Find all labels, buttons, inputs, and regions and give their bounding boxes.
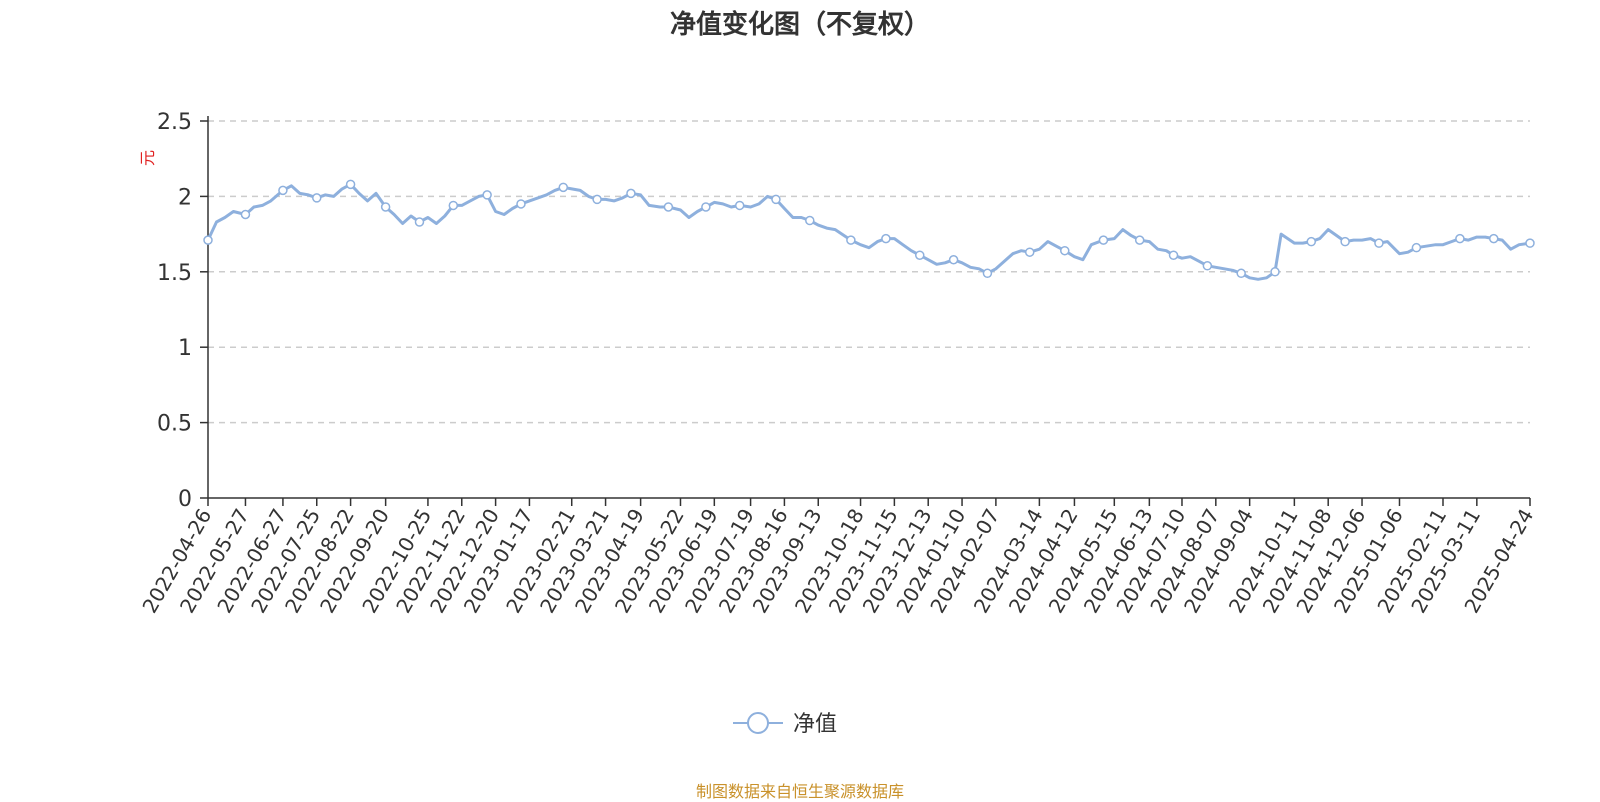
data-point [1340,236,1350,247]
data-point [1270,267,1280,277]
data-point [1488,233,1499,244]
series-line [206,182,1531,281]
data-point [1134,235,1145,245]
data-point [734,200,745,211]
data-point [1525,238,1535,248]
data-point [948,254,959,265]
data-point [203,235,213,245]
data-point [1455,233,1465,244]
data-point [558,182,569,193]
axes [200,116,1531,506]
data-point [592,194,602,205]
data-point [1236,268,1246,279]
y-tick-label: 1.5 [157,261,192,286]
data-point [312,193,322,203]
legend-label: 净值 [793,712,837,737]
data-point [881,233,891,244]
data-point [663,202,674,212]
data-point [380,202,391,212]
data-point [414,217,425,227]
y-tick-label: 2 [178,185,192,210]
y-tick-label: 0 [178,487,192,512]
data-point [482,190,492,200]
data-point [1202,261,1213,271]
data-point [701,202,711,212]
chart-title: 净值变化图（不复权） [669,10,930,40]
data-point [1098,235,1109,245]
y-tick-labels: 0 0.5 1 1.5 2 2.5 [157,110,192,512]
y-axis-unit-label: 元 [138,150,157,166]
data-point [1374,238,1384,248]
y-tick-label: 1 [178,336,192,361]
data-point [1306,236,1317,247]
grid-lines [208,120,1530,424]
data-point [448,200,459,211]
data-point [240,209,251,220]
data-point [771,194,781,205]
data-point [1024,247,1035,257]
data-point [516,199,526,209]
y-tick-label: 0.5 [157,412,192,437]
data-point [982,268,993,279]
data-point [805,215,815,226]
data-point [846,235,856,245]
data-point [626,188,636,199]
x-tick-labels: 2022-04-262022-05-272022-06-272022-07-25… [137,504,1538,617]
data-point [1060,245,1070,256]
legend-circle-marker [747,712,769,734]
data-point [278,185,288,196]
data-point [1411,242,1422,253]
series-layer [203,179,1535,281]
source-note: 制图数据来自恒生聚源数据库 [695,782,904,801]
data-point [1168,250,1179,260]
data-point [345,179,356,190]
legend[interactable]: 净值 [733,712,837,737]
data-point [915,250,925,260]
y-tick-label: 2.5 [157,110,192,135]
